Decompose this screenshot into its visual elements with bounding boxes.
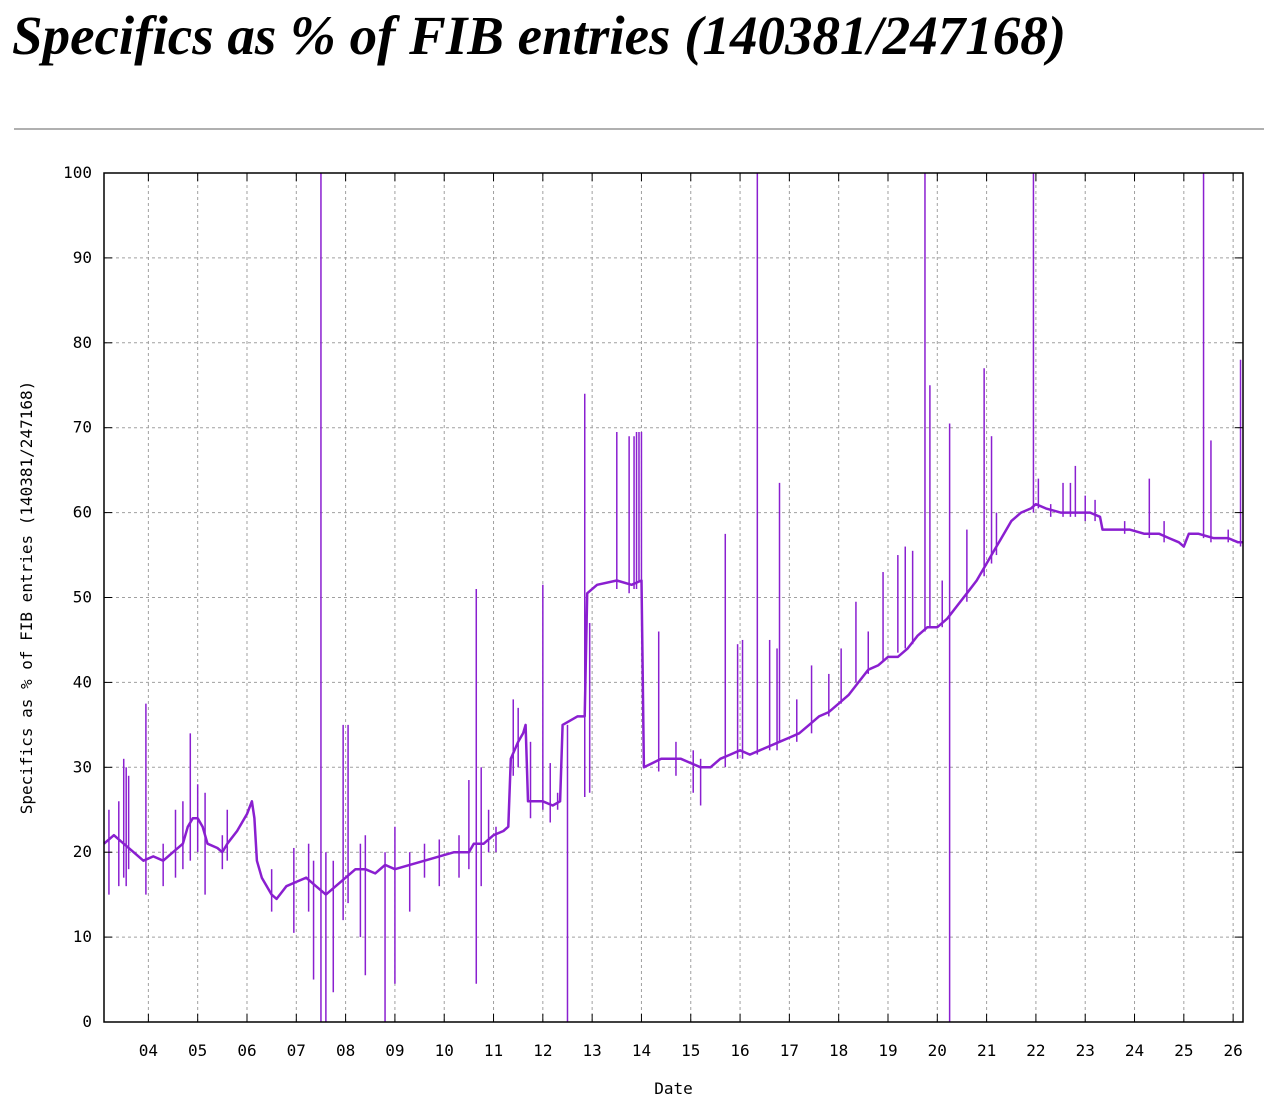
- x-tick-label: 09: [385, 1041, 404, 1060]
- y-tick-label: 0: [82, 1012, 92, 1031]
- y-tick-label: 20: [73, 842, 92, 861]
- x-tick-label: 11: [484, 1041, 503, 1060]
- y-tick-label: 70: [73, 418, 92, 437]
- y-tick-label: 50: [73, 588, 92, 607]
- x-tick-label: 14: [632, 1041, 651, 1060]
- x-tick-label: 07: [287, 1041, 306, 1060]
- x-tick-label: 08: [336, 1041, 355, 1060]
- x-tick-label: 20: [928, 1041, 947, 1060]
- x-tick-label: 10: [435, 1041, 454, 1060]
- x-tick-label: 04: [139, 1041, 158, 1060]
- x-tick-label: 15: [681, 1041, 700, 1060]
- y-tick-label: 30: [73, 757, 92, 776]
- grid-lines: [104, 173, 1243, 1022]
- x-tick-label: 18: [829, 1041, 848, 1060]
- x-axis-ticks: 04 05 06 07 08 09 10 11 12 13 14 15 16 17 18 19 20 21 22 23…: [139, 173, 1243, 1060]
- x-tick-label: 17: [780, 1041, 799, 1060]
- title-divider: [14, 128, 1264, 130]
- x-tick-label: 22: [1026, 1041, 1045, 1060]
- x-tick-label: 26: [1224, 1041, 1243, 1060]
- x-tick-label: 12: [533, 1041, 552, 1060]
- y-axis-title: Specifics as % of FIB entries (140381/24…: [17, 381, 36, 814]
- x-tick-label: 19: [878, 1041, 897, 1060]
- y-tick-label: 10: [73, 927, 92, 946]
- page-title: Specifics as % of FIB entries (140381/24…: [12, 5, 1067, 66]
- series-line: [103, 502, 1243, 901]
- line-chart: 0 10 20 30 40 50 60 70 80 90 100 04 05 06 07 08 09 10 11 1…: [17, 163, 1244, 1098]
- x-tick-label: 16: [730, 1041, 749, 1060]
- x-tick-label: 24: [1125, 1041, 1144, 1060]
- x-tick-label: 06: [237, 1041, 256, 1060]
- x-tick-label: 21: [977, 1041, 996, 1060]
- x-axis-title: Date: [654, 1079, 693, 1098]
- data-series: [103, 173, 1243, 1022]
- x-tick-label: 25: [1174, 1041, 1193, 1060]
- y-tick-label: 80: [73, 333, 92, 352]
- x-tick-label: 05: [188, 1041, 207, 1060]
- y-tick-label: 60: [73, 503, 92, 522]
- x-tick-label: 13: [583, 1041, 602, 1060]
- y-axis-ticks: 0 10 20 30 40 50 60 70 80 90 100: [63, 163, 1243, 1031]
- y-tick-label: 40: [73, 672, 92, 691]
- y-tick-label: 100: [63, 163, 92, 182]
- x-tick-label: 23: [1076, 1041, 1095, 1060]
- y-tick-label: 90: [73, 248, 92, 267]
